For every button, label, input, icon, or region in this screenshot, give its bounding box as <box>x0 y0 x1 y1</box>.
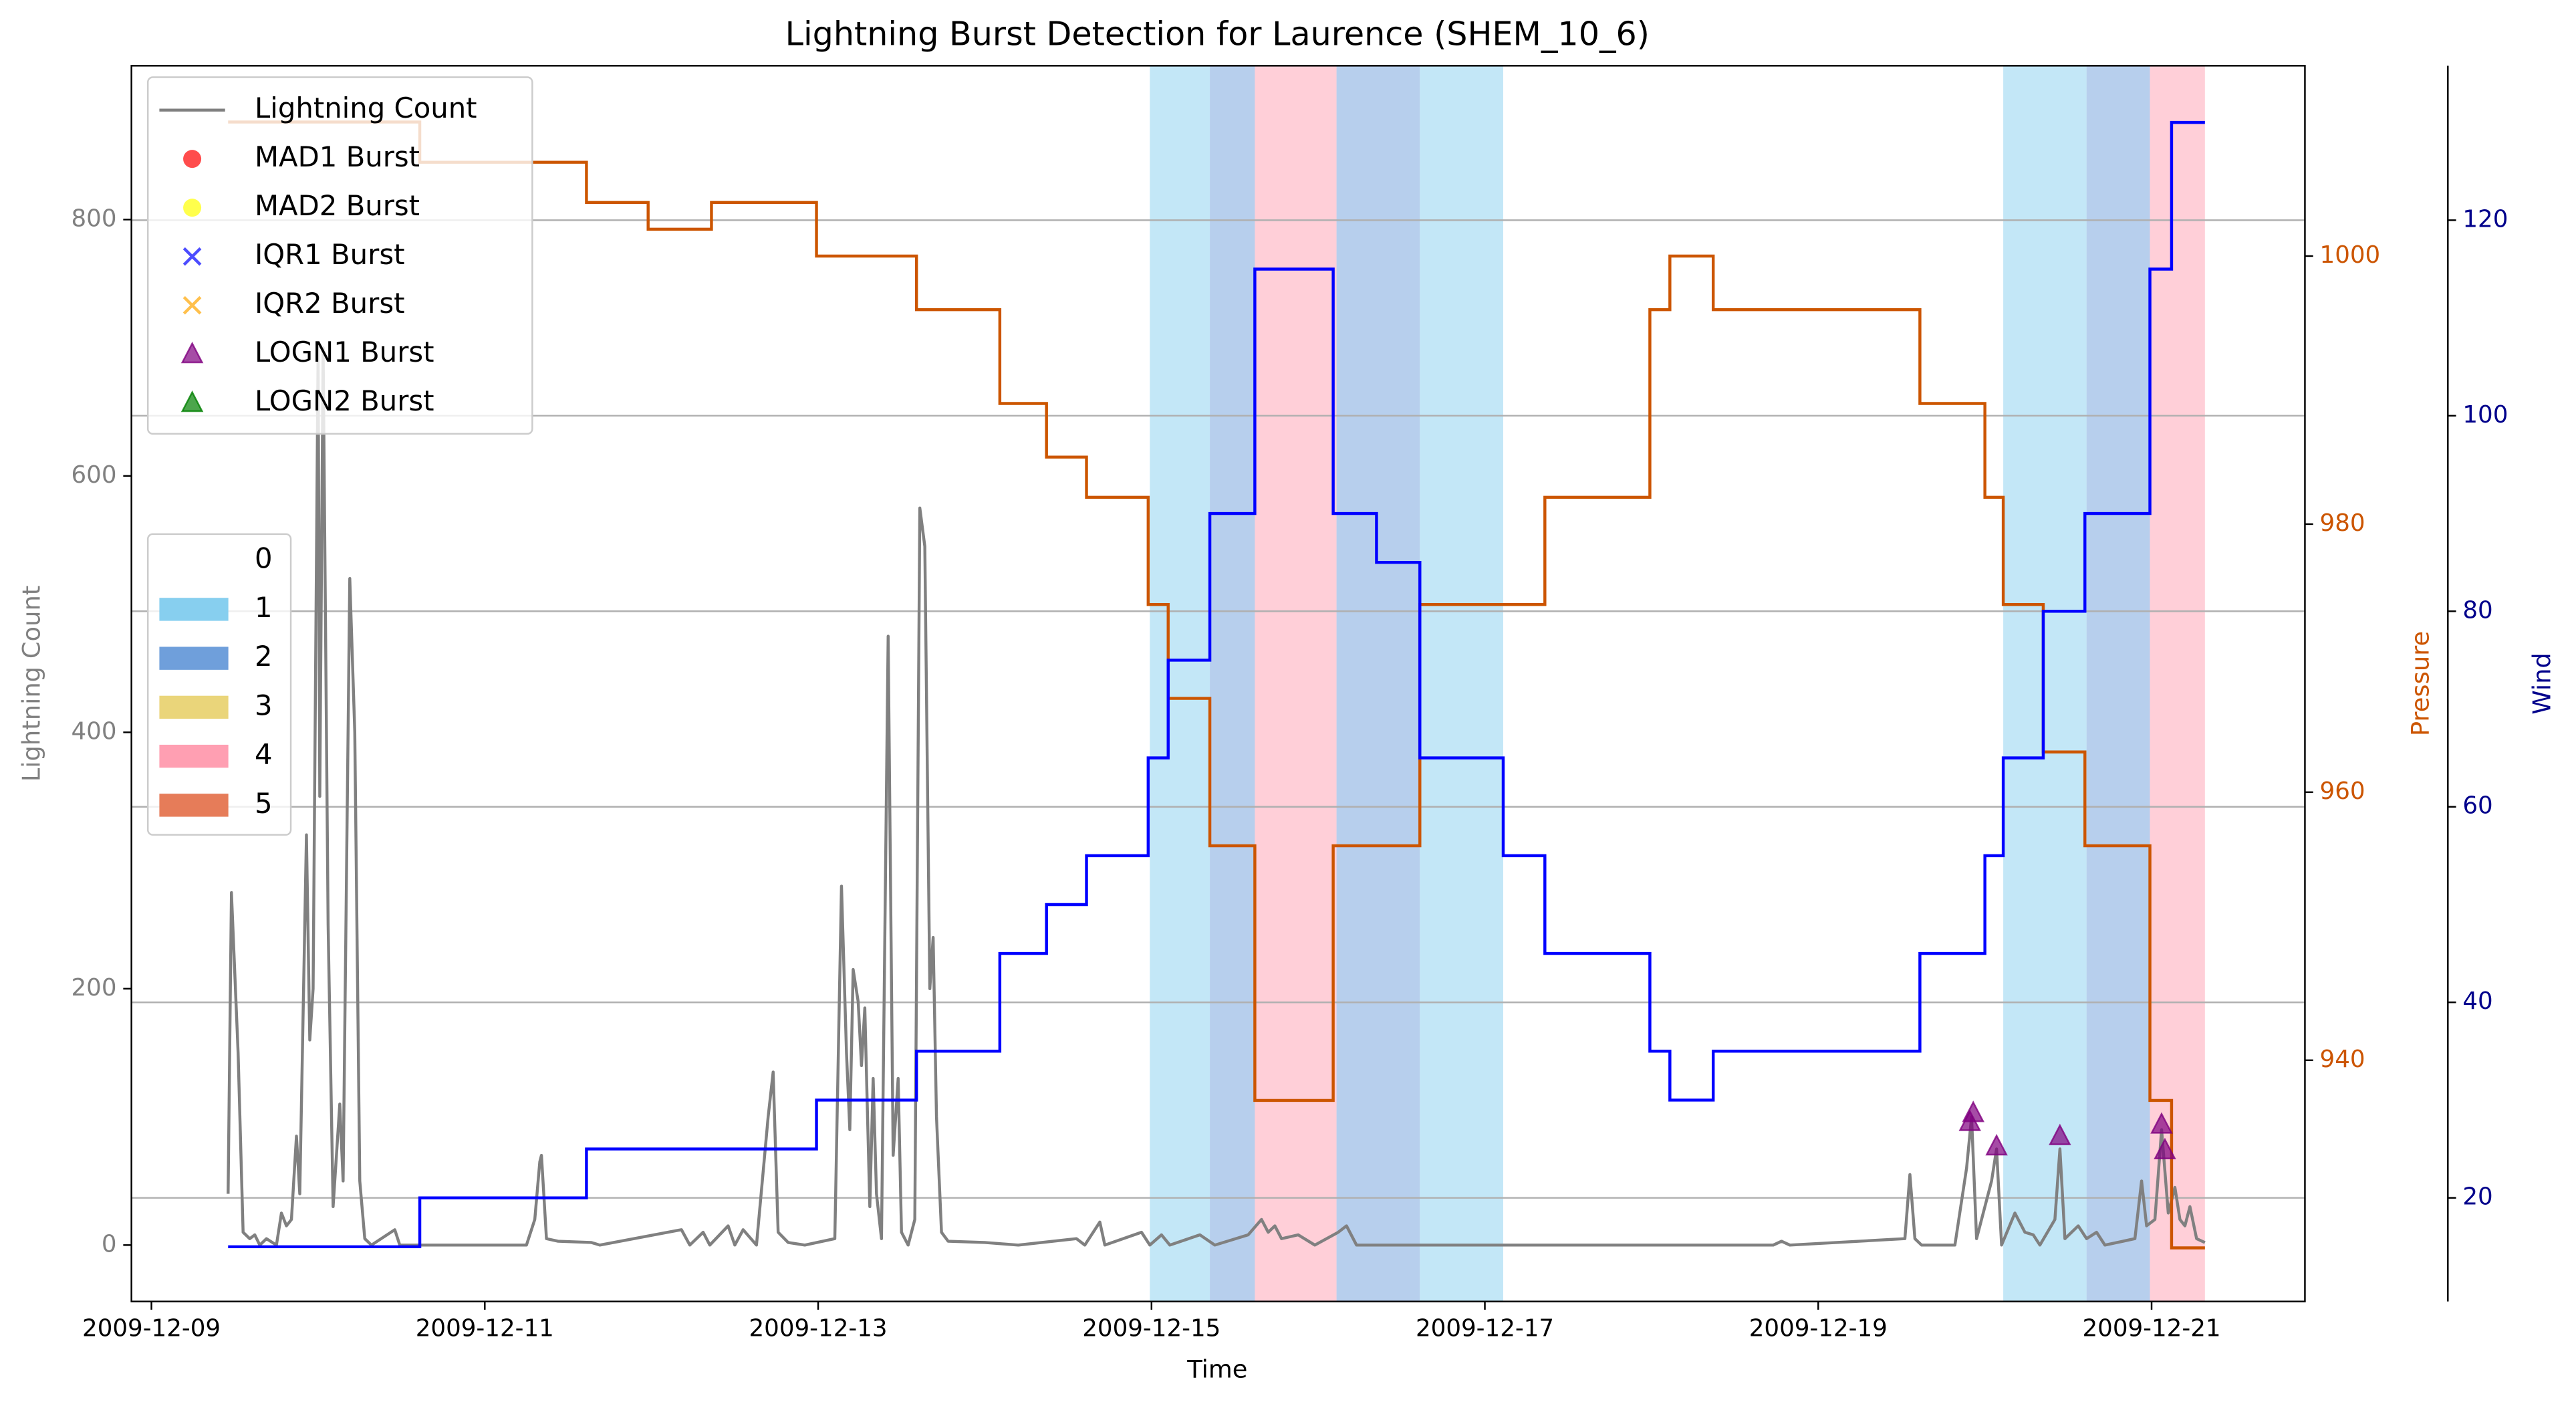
legend-label: 1 <box>255 591 273 624</box>
burst-marker <box>182 296 202 315</box>
x-tick-label: 2009-12-19 <box>1749 1314 1888 1342</box>
category-span <box>2150 66 2205 1302</box>
legend-label: MAD2 Burst <box>255 189 420 222</box>
burst-marker <box>180 342 204 364</box>
x-axis-label: Time <box>1186 1355 1247 1383</box>
burst-marker <box>183 199 202 217</box>
legend-label: 2 <box>255 640 273 673</box>
legend-label: LOGN2 Burst <box>255 384 434 417</box>
y3-tick-label: 60 <box>2462 792 2492 820</box>
y3-tick-label: 100 <box>2462 401 2508 429</box>
burst-marker <box>2150 1112 2173 1134</box>
plot-frame <box>130 65 2306 1302</box>
burst-marker <box>1985 1134 2008 1156</box>
burst-marker <box>183 150 202 168</box>
y3-tick-label: 40 <box>2462 987 2492 1015</box>
legend-label: LOGN1 Burst <box>255 336 434 368</box>
burst-marker <box>2154 1137 2176 1159</box>
category-span <box>2086 66 2150 1302</box>
x-tick-label: 2009-12-21 <box>2082 1314 2220 1342</box>
x-tick-label: 2009-12-11 <box>416 1314 554 1342</box>
legend-label: Lightning Count <box>255 92 477 124</box>
legend-label: 3 <box>255 689 273 721</box>
wind-line <box>228 120 2205 1248</box>
y-tick-label: 0 <box>102 1230 117 1258</box>
legend-patch <box>159 794 229 817</box>
chart-title: Lightning Burst Detection for Laurence (… <box>785 15 1650 53</box>
y-tick-label: 200 <box>72 974 117 1002</box>
category-span <box>1420 66 1503 1302</box>
y-axis-label: Lightning Count <box>17 586 46 782</box>
y2-tick-label: 1000 <box>2320 241 2381 269</box>
burst-marker <box>2049 1123 2071 1145</box>
category-span <box>1336 66 1420 1302</box>
legend-patch <box>159 695 229 719</box>
legend-patch <box>159 744 229 768</box>
legend-label: 4 <box>255 738 273 771</box>
lightning-line <box>227 346 2206 1247</box>
x-tick-label: 2009-12-13 <box>749 1314 888 1342</box>
burst-marker <box>1962 1100 1984 1123</box>
y3-tick-label: 20 <box>2462 1183 2492 1211</box>
y2-tick-label: 960 <box>2320 778 2365 805</box>
legends: Lightning Count MAD1 Burst MAD2 Burst IQR1 … <box>146 76 533 836</box>
pressure-line <box>228 120 2205 1250</box>
y3-tick-label: 80 <box>2462 596 2492 624</box>
legend-label: 5 <box>255 787 273 820</box>
x-tick-label: 2009-12-17 <box>1416 1314 1554 1342</box>
category-spans <box>1150 66 2205 1302</box>
legend-label: IQR1 Burst <box>255 238 404 271</box>
axes: 2009-12-09 2009-12-11 2009-12-13 2009-12-15… <box>17 65 2556 1342</box>
burst-marker <box>182 247 202 266</box>
y-tick-label: 400 <box>72 717 117 745</box>
y3-tick-label: 120 <box>2462 205 2508 233</box>
legend-label: 0 <box>255 542 273 575</box>
category-span <box>1150 66 1210 1302</box>
legend-label: IQR2 Burst <box>255 287 404 320</box>
x-tick-label: 2009-12-09 <box>82 1314 221 1342</box>
category-span <box>1210 66 1255 1302</box>
y2-axis-label: Pressure <box>2406 631 2434 736</box>
category-span <box>1255 66 1337 1302</box>
x-tick-label: 2009-12-15 <box>1082 1314 1220 1342</box>
legend-patch <box>159 647 229 670</box>
legend-box <box>146 76 533 435</box>
y2-tick-label: 940 <box>2320 1046 2365 1073</box>
legend-label: MAD1 Burst <box>255 140 420 173</box>
y2-tick-label: 980 <box>2320 509 2365 537</box>
category-span <box>2003 66 2087 1302</box>
legend-patch <box>159 548 229 572</box>
y-tick-label: 600 <box>72 461 117 489</box>
y-tick-label: 800 <box>72 205 117 232</box>
burst-marker <box>180 390 204 413</box>
y3-axis-label: Wind <box>2527 653 2556 715</box>
plot-lines <box>227 120 2206 1250</box>
legend-patch <box>159 598 229 621</box>
